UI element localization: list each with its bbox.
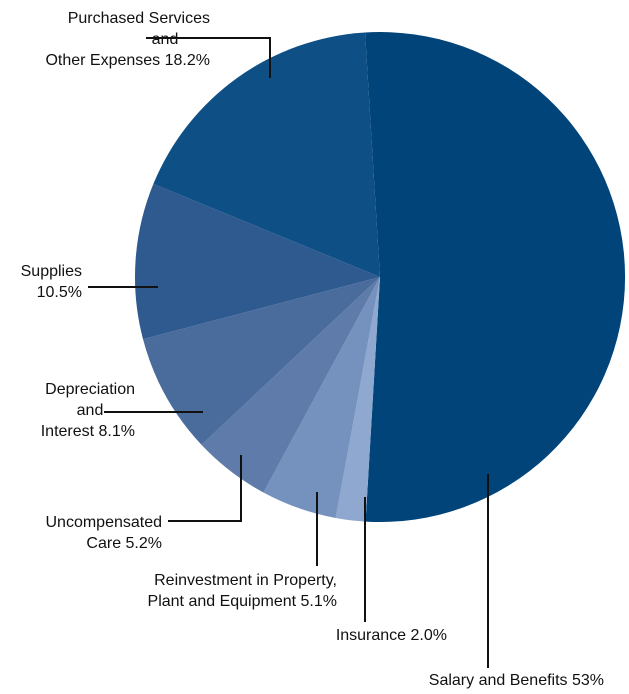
slice-label: Uncompensated Care 5.2%	[45, 514, 162, 552]
slice-label: Insurance 2.0%	[336, 627, 447, 644]
slice-label-line: Supplies	[21, 263, 82, 280]
slice-label-line: Care 5.2%	[86, 535, 162, 552]
slice-label-line: and	[77, 402, 104, 419]
pie-slice	[201, 277, 380, 493]
pie-slice	[143, 277, 380, 445]
slice-label-line: 10.5%	[37, 284, 82, 301]
slice-label-line: and	[152, 31, 179, 48]
leader-line	[146, 37, 271, 78]
pie-slice	[263, 277, 380, 518]
pie-slice	[134, 183, 380, 340]
slice-label-line: Purchased Services	[68, 10, 210, 27]
slice-label-line: Interest 8.1%	[41, 423, 135, 440]
slice-label-line: Other Expenses 18.2%	[45, 52, 210, 69]
slice-label: Salary and Benefits 53%	[429, 672, 604, 689]
slice-label: Supplies 10.5%	[21, 263, 82, 301]
pie-slice	[365, 31, 626, 522]
slice-label-line: Depreciation	[45, 381, 135, 398]
slice-label-line: Reinvestment in Property,	[154, 572, 337, 589]
slice-label: Purchased Services and Other Expenses 18.2…	[45, 10, 210, 69]
pie-slice	[153, 32, 380, 278]
pie-slice	[335, 277, 380, 522]
slice-label-line: Uncompensated	[45, 514, 162, 531]
slice-label: Depreciation and Interest 8.1%	[41, 381, 135, 440]
slice-label: Reinvestment in Property, Plant and Equip…	[148, 572, 337, 610]
slice-label-line: Plant and Equipment 5.1%	[148, 593, 337, 610]
leader-line	[168, 455, 242, 522]
slice-label-line: Insurance 2.0%	[336, 627, 447, 644]
slice-label-line: Salary and Benefits 53%	[429, 672, 604, 689]
